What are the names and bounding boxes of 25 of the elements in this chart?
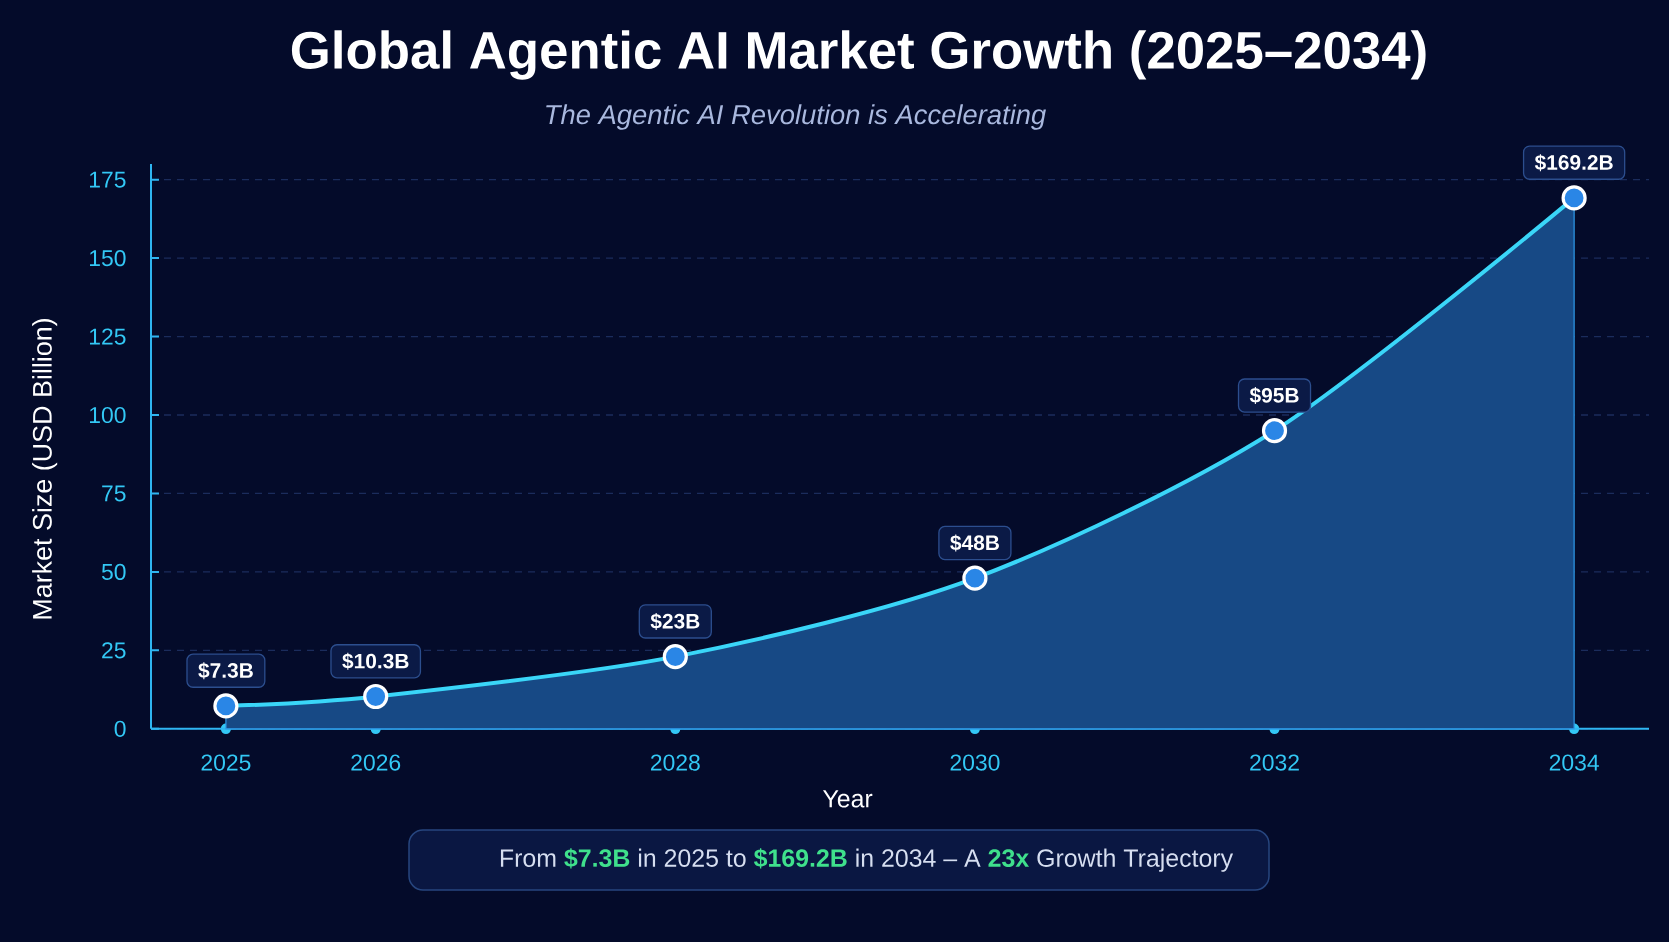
data-label: $23B [650, 612, 700, 630]
data-label: $48B [950, 534, 999, 552]
x-tick-label: 2034 [1549, 754, 1599, 771]
y-tick-label: 150 [90, 250, 126, 267]
x-tick-label: 2025 [201, 754, 251, 771]
x-tick-label: 2030 [950, 754, 1000, 771]
data-label: $7.3B [198, 662, 253, 680]
y-tick-label: 175 [90, 171, 126, 188]
x-axis-title: Year [822, 790, 873, 808]
y-axis-title: Market Size (USD Billion) [32, 318, 58, 619]
x-tick-label: 2028 [650, 754, 700, 771]
y-tick-label: 50 [101, 563, 126, 581]
x-tick-label: 2026 [351, 754, 401, 771]
data-label: $95B [1249, 386, 1299, 405]
y-tick-label: 125 [90, 328, 126, 345]
x-tick-label: 2032 [1250, 754, 1299, 771]
chart-title: Global Agentic AI Market Growth (2025–2034) [291, 30, 1426, 80]
y-tick-label: 0 [114, 720, 126, 737]
text: From $7.3B in 2025 to $169.2B in 2034 – A 23x Growth Trajectory [500, 848, 1234, 872]
chart-subtitle: The Agentic AI Revolution is Accelerating [546, 104, 1046, 130]
y-tick-label: 25 [102, 642, 126, 659]
y-tick-label: 100 [90, 406, 126, 424]
y-tick-label: 75 [102, 485, 126, 502]
data-label: $10.3B [342, 652, 409, 670]
data-label: $169.2B [1534, 154, 1613, 172]
